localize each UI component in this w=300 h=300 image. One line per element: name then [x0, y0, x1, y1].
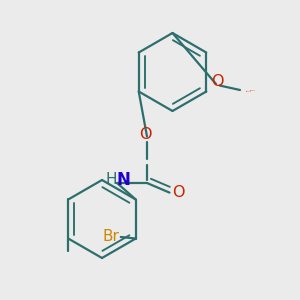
Text: O: O [139, 127, 152, 142]
Text: Br: Br [102, 229, 119, 244]
Text: methoxy: methoxy [250, 89, 256, 91]
Text: H: H [105, 172, 117, 188]
Text: O: O [172, 185, 185, 200]
Text: N: N [117, 171, 130, 189]
Text: methoxy: methoxy [245, 90, 252, 92]
Text: O: O [211, 74, 224, 89]
